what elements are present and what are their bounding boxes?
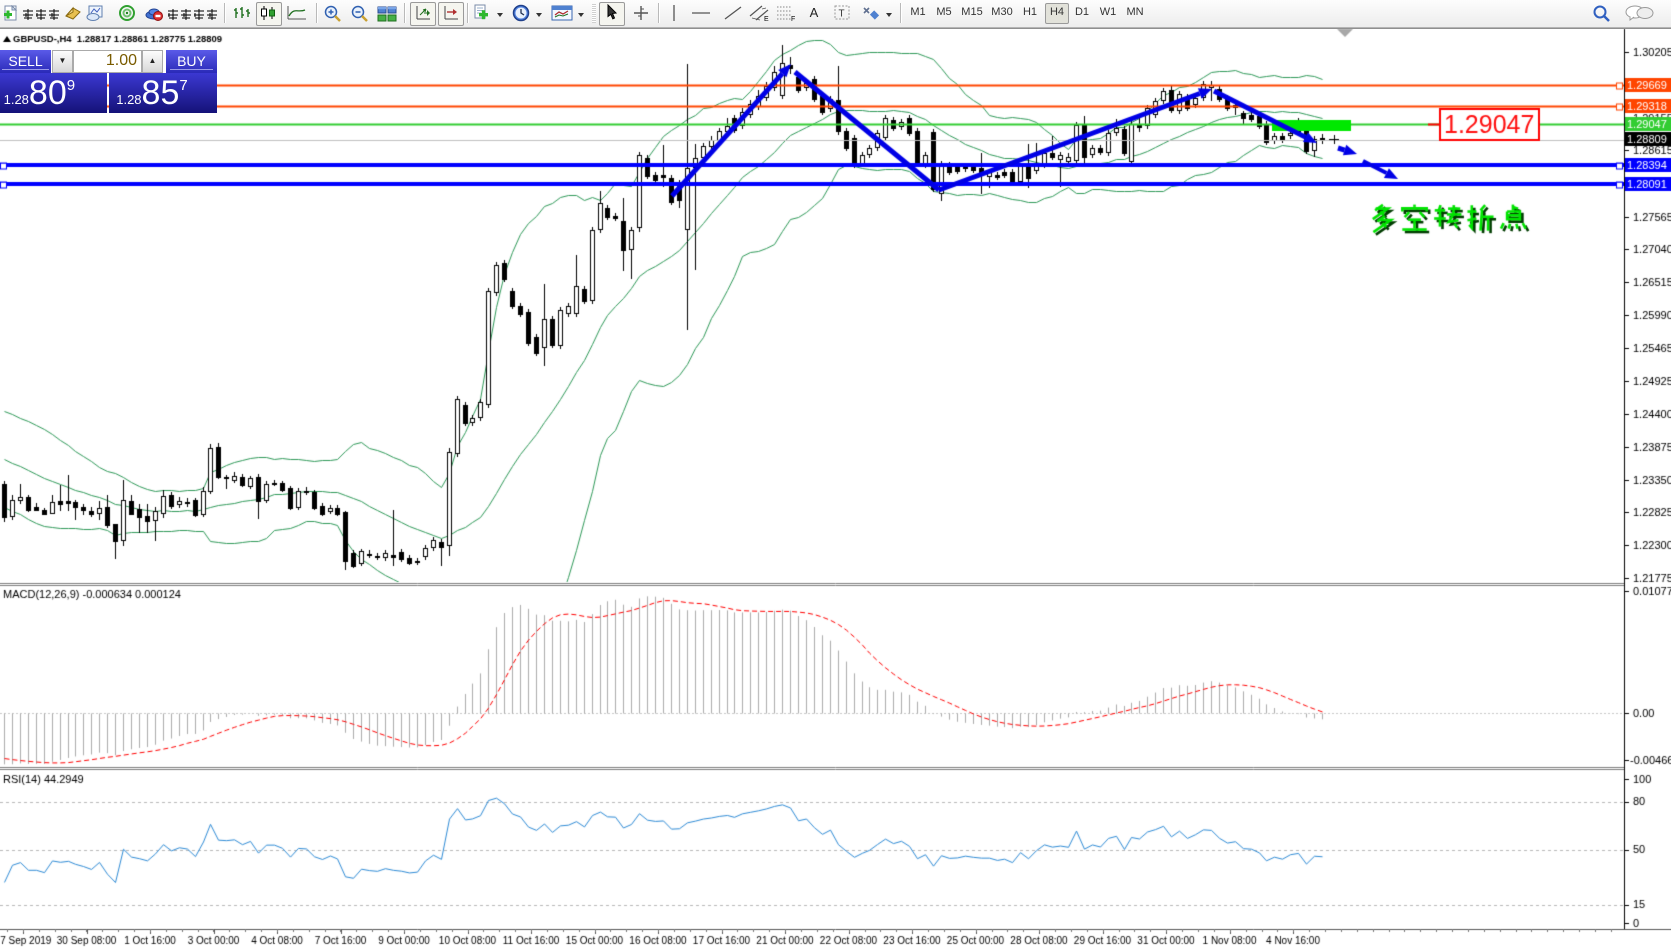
svg-text:T: T [839, 9, 845, 20]
svg-text:F: F [791, 16, 795, 22]
svg-text:E: E [764, 16, 769, 22]
